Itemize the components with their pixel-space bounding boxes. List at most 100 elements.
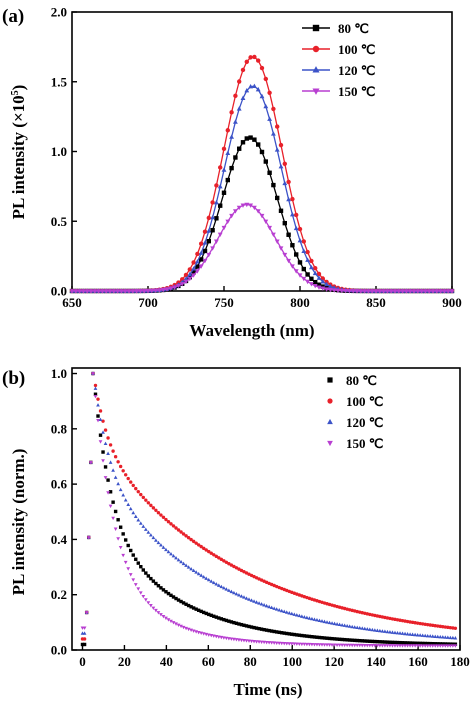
panel-a-data-point (248, 135, 253, 140)
panel-a-legend-label: 80 ℃ (338, 21, 369, 36)
panel-a-data-point (327, 283, 333, 289)
panel-a-data-point (312, 270, 318, 276)
panel-b-data-point (234, 566, 239, 570)
panel-b-data-point (164, 547, 168, 552)
panel-a-data-point (232, 119, 238, 124)
panel-a-data-point (263, 159, 268, 164)
panel-b-data-point (312, 617, 317, 621)
panel-b-y-tick-label: 0.4 (51, 532, 68, 547)
panel-b-data-point (448, 625, 453, 630)
panel-b-data-point (134, 486, 138, 491)
panel-b-data-point (146, 574, 151, 578)
panel-a-x-tick-label: 900 (442, 295, 462, 310)
panel-b-data-point (264, 640, 269, 645)
panel-a-data-point (282, 161, 287, 166)
panel-b-data-point (221, 586, 226, 590)
panel-b-series-1 (80, 371, 458, 641)
panel-b-data-point (131, 553, 135, 557)
panel-a-data-point (206, 238, 211, 244)
panel-b-data-point (320, 636, 324, 640)
panel-a-data-point (275, 195, 280, 201)
panel-b-data-point (332, 643, 337, 647)
panel-a-data-point (286, 179, 291, 185)
panel-a-data-point (445, 289, 451, 294)
panel-a-data-point (267, 170, 272, 175)
panel-a-data-point (350, 289, 356, 294)
panel-b-data-point (294, 613, 299, 617)
panel-a-data-point (206, 228, 212, 233)
panel-b-data-point (282, 641, 287, 646)
panel-b-data-point (184, 602, 188, 606)
panel-b-data-point (131, 510, 136, 515)
panel-b-data-point (103, 428, 108, 432)
panel-b-data-point (166, 549, 171, 554)
panel-a-data-point (156, 288, 162, 293)
panel-b-data-point (126, 502, 131, 507)
panel-a-data-point (278, 163, 284, 169)
panel-b-data-point (247, 597, 251, 601)
panel-a-label: (a) (2, 6, 24, 27)
panel-a-data-point (335, 288, 341, 294)
panel-a-data-point (259, 149, 265, 155)
panel-a-data-point (187, 276, 193, 282)
panel-a-data-point (194, 269, 200, 274)
panel-b-data-point (438, 644, 443, 648)
panel-b-data-point (420, 641, 425, 646)
panel-b-data-point (370, 644, 375, 648)
panel-b-y-tick-label: 0.0 (51, 643, 67, 658)
panel-b-data-point (136, 561, 140, 565)
panel-a-data-point (187, 271, 193, 277)
panel-b-data-point (222, 559, 226, 563)
panel-b-data-point (425, 633, 430, 638)
panel-b-data-point (133, 583, 138, 587)
panel-b-data-point (103, 465, 108, 469)
panel-a-data-point (199, 241, 204, 246)
panel-a-data-point (244, 136, 249, 141)
panel-b-data-point (423, 641, 427, 646)
panel-b-data-point (267, 628, 271, 633)
panel-a-data-point (214, 183, 219, 188)
panel-b-data-point (267, 604, 272, 609)
panel-b-data-point (123, 560, 128, 565)
panel-a-data-point (229, 165, 234, 171)
panel-a-data-point (240, 203, 246, 208)
panel-b-data-point (244, 571, 249, 575)
panel-b-data-point (159, 543, 163, 547)
panel-b-data-point (385, 640, 390, 644)
panel-b-data-point (322, 619, 327, 624)
panel-b-data-point (86, 536, 91, 540)
panel-b-data-point (418, 641, 422, 646)
panel-b-data-point (189, 566, 193, 571)
panel-b-data-point (149, 576, 153, 581)
panel-a-y-axis-title-sup: 5 (10, 90, 21, 95)
panel-a-data-point (206, 252, 212, 258)
panel-b-data-point (179, 599, 183, 604)
panel-a-data-point (343, 288, 349, 294)
panel-b-data-point (113, 509, 118, 514)
panel-a-data-point (346, 289, 352, 294)
panel-b-data-point (423, 633, 428, 638)
panel-b-data-point (129, 480, 133, 484)
panel-a-data-point (229, 110, 234, 115)
panel-b-data-point (93, 383, 98, 388)
panel-b-data-point (378, 640, 382, 644)
panel-b-data-point (388, 630, 392, 634)
panel-b-data-point (360, 643, 365, 648)
panel-b-data-point (433, 624, 437, 628)
panel-b-x-ticks: 0 20 40 60 80 100 120 140 160 180 (79, 645, 470, 669)
panel-a-data-point (134, 289, 140, 294)
panel-b-data-point (219, 584, 224, 589)
panel-b-data-point (443, 625, 448, 629)
panel-b-data-point (441, 625, 445, 629)
panel-b-data-point (164, 517, 168, 522)
panel-b-data-point (174, 556, 178, 560)
panel-a-legend-label: 150 ℃ (338, 84, 375, 99)
panel-b-data-point (317, 635, 322, 640)
panel-b-data-point (317, 618, 322, 622)
panel-a-data-point (267, 225, 273, 231)
panel-b-data-point (294, 642, 299, 646)
panel-b-data-point (305, 615, 309, 620)
panel-b-data-point (403, 619, 407, 623)
panel-b-data-point (93, 386, 98, 390)
panel-b-data-point (179, 559, 183, 564)
